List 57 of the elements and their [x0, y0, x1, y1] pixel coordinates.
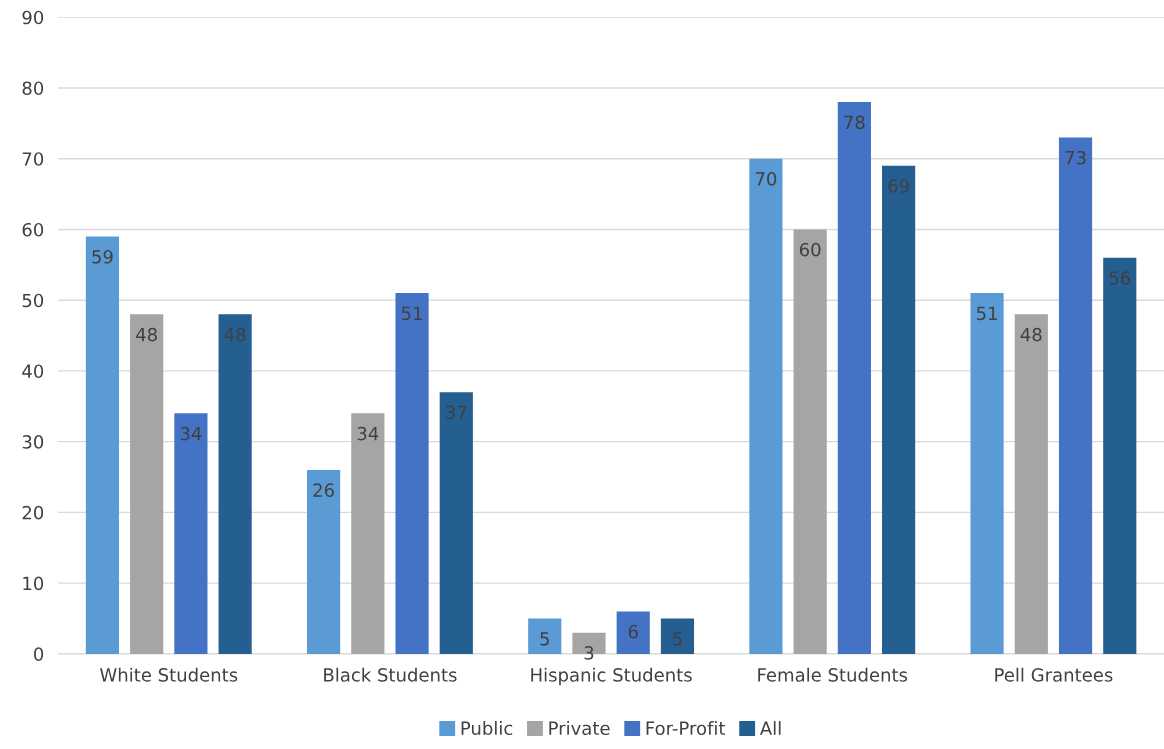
- data-label: 37: [446, 405, 467, 420]
- legend-label: For-Profit: [646, 721, 726, 736]
- data-label: 6: [628, 624, 638, 639]
- bar: [793, 229, 827, 654]
- y-tick-label: 70: [22, 152, 44, 166]
- bar: [1014, 314, 1048, 654]
- bar: [528, 618, 562, 654]
- legend-label: Public: [461, 721, 513, 736]
- bar: [85, 236, 120, 654]
- bar: [837, 102, 871, 654]
- data-label: 60: [799, 242, 821, 257]
- y-tick-label: 20: [22, 505, 44, 520]
- data-label: 48: [136, 327, 157, 342]
- legend-label: Private: [549, 721, 610, 736]
- bar: [174, 413, 208, 654]
- data-label: 48: [1020, 327, 1042, 342]
- x-tick-label: Black Students: [324, 667, 457, 682]
- bar: [218, 314, 252, 654]
- y-tick-label: 10: [23, 576, 44, 591]
- data-label: 5: [540, 632, 549, 646]
- y-tick-label: 90: [22, 10, 44, 25]
- bar: [660, 618, 695, 654]
- data-label: 70: [755, 172, 777, 186]
- bar: [351, 413, 385, 654]
- data-label: 73: [1065, 150, 1086, 165]
- data-label: 48: [224, 327, 246, 342]
- y-tick-label: 50: [22, 293, 44, 308]
- bar: [439, 392, 473, 654]
- x-tick-label: Pell Grantees: [995, 667, 1113, 682]
- bar: [749, 158, 783, 654]
- bar: [307, 469, 341, 654]
- y-tick-label: 0: [34, 647, 44, 661]
- bar: [130, 314, 164, 654]
- bar: [882, 165, 916, 654]
- bar: [970, 293, 1004, 654]
- data-label: 34: [357, 426, 379, 441]
- y-tick-label: 80: [22, 81, 44, 96]
- x-tick-label: White Students: [100, 667, 238, 682]
- data-label: 51: [976, 306, 997, 321]
- x-tick-label: Hispanic Students: [531, 667, 692, 686]
- x-tick-label: Female Students: [758, 667, 908, 682]
- data-label: 34: [180, 426, 202, 441]
- data-label: 26: [313, 483, 334, 498]
- bar: [1058, 137, 1093, 654]
- y-tick-label: 30: [22, 435, 44, 449]
- data-label: 51: [401, 306, 422, 321]
- bar: [616, 611, 650, 654]
- bar: [1103, 257, 1137, 654]
- data-label: 78: [844, 115, 865, 130]
- data-label: 5: [673, 632, 682, 646]
- data-label: 69: [888, 179, 909, 193]
- data-label: 56: [1109, 271, 1131, 285]
- y-tick-label: 40: [22, 364, 44, 379]
- y-tick-label: 60: [22, 222, 44, 237]
- legend-label: All: [759, 721, 781, 735]
- bar: [395, 293, 429, 654]
- data-label: 59: [92, 249, 113, 264]
